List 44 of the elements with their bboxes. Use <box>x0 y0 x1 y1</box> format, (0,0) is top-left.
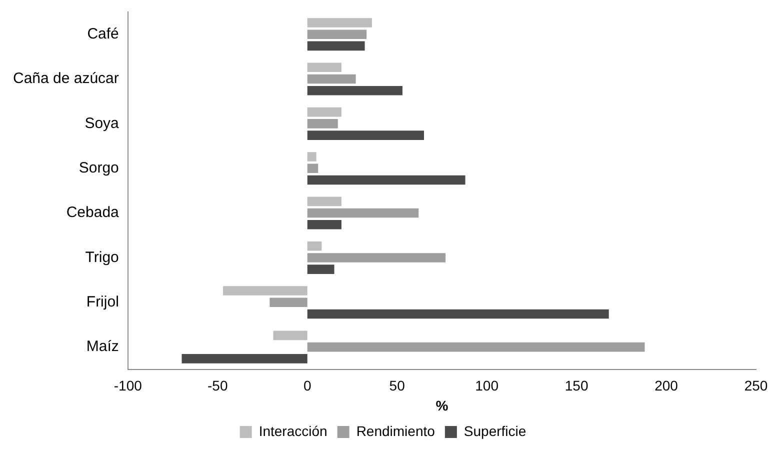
y-tick-label: Maíz <box>86 338 119 356</box>
bar <box>307 208 419 218</box>
bar <box>307 152 316 162</box>
y-tick-label: Café <box>87 25 119 42</box>
y-tick-label: Caña de azúcar <box>12 70 119 88</box>
y-tick-label: Cebada <box>66 204 120 222</box>
bar <box>182 354 308 364</box>
bar <box>273 330 308 340</box>
bar <box>307 196 342 206</box>
legend-label: Rendimiento <box>356 422 436 439</box>
x-tick-label: 150 <box>564 378 588 394</box>
bar <box>307 164 318 174</box>
bar <box>307 264 334 274</box>
x-tick-label: -100 <box>114 378 142 394</box>
x-axis-title: % <box>436 397 449 414</box>
bar <box>307 86 402 96</box>
bar <box>307 309 609 319</box>
legend-label: Superficie <box>464 422 526 439</box>
legend-label: Interacción <box>258 422 328 439</box>
bar <box>307 30 367 39</box>
bar <box>307 253 446 262</box>
bar <box>307 74 356 84</box>
bar <box>307 119 338 128</box>
bar <box>307 130 424 140</box>
bar <box>307 342 645 352</box>
x-tick-label: 100 <box>475 378 499 394</box>
y-tick-label: Sorgo <box>78 160 119 177</box>
x-tick-label: 250 <box>744 378 768 394</box>
y-tick-label: Soya <box>84 114 120 132</box>
x-tick-label: 50 <box>389 378 406 394</box>
y-tick-label: Trigo <box>85 248 119 266</box>
bar <box>307 220 342 230</box>
bar <box>223 286 308 296</box>
bar <box>307 107 342 117</box>
x-tick-label: 0 <box>303 378 312 394</box>
x-tick-label: -50 <box>208 378 228 394</box>
bar <box>307 62 342 72</box>
bar <box>270 298 308 308</box>
bar <box>307 241 322 251</box>
x-tick-label: 200 <box>654 378 678 394</box>
bar <box>307 18 372 28</box>
bar <box>307 41 365 51</box>
bar <box>307 175 466 185</box>
y-tick-label: Frijol <box>86 294 119 311</box>
